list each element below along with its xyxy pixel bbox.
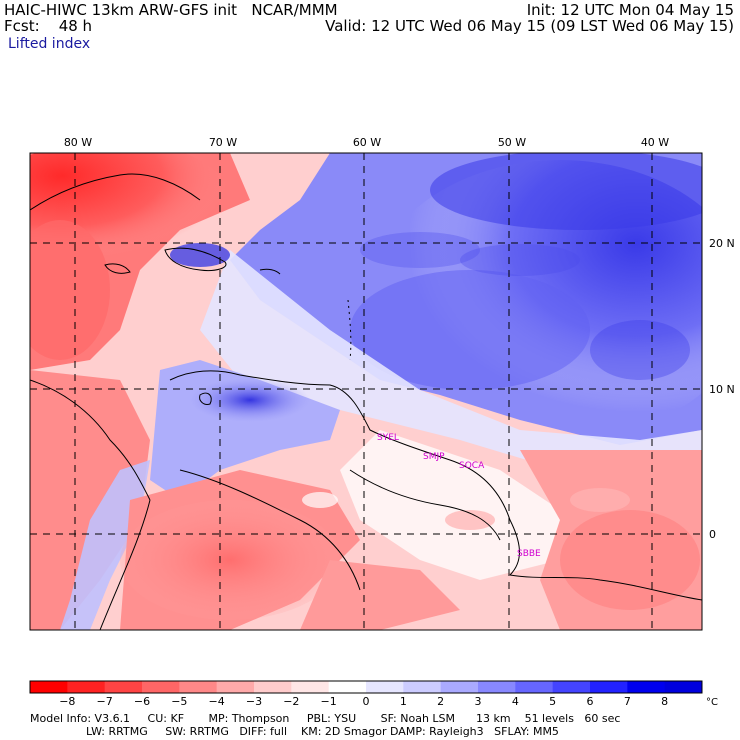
interior-border [179,469,361,591]
colorbar-label: 2 [437,695,444,708]
colorbar-swatch [328,681,367,693]
lon-label: 50 W [498,136,526,149]
colorbar-swatch [478,681,516,693]
cuba-coast [30,173,201,211]
colorbar-swatch [216,681,255,693]
plot-frame [29,152,703,631]
station-label: SOCA [459,461,485,471]
station-label: SBBE [517,549,541,559]
colorbar-label: 8 [661,695,668,708]
colorbar-swatch [552,681,591,693]
colorbar-swatch [590,681,628,693]
colorbar-swatch [30,681,68,693]
puerto-rico-coast [259,268,281,275]
central-america-coast [30,379,151,501]
lesser-antilles [347,299,352,361]
colorbar-label: −3 [246,695,262,708]
colorbar-swatch [104,681,143,693]
lon-label: 70 W [209,136,237,149]
forecast-hour: Fcst: 48 h [4,17,93,35]
model-info-line2: LW: RRTMG SW: RRTMG DIFF: full KM: 2D Sm… [30,725,559,738]
model-title: HAIC-HIWC 13km ARW-GFS init NCAR/MMM [4,1,338,19]
station-label: SMJP [423,452,445,462]
coastlines [30,173,702,630]
init-time: Init: 12 UTC Mon 04 May 15 [526,1,734,19]
colorbar-swatch [627,681,666,693]
colorbar-swatch [67,681,106,693]
brazil-coast [509,574,702,601]
colorbar-label: 1 [400,695,407,708]
colorbar-swatch [291,681,330,693]
colorbar-label: −7 [97,695,113,708]
colorbar-label: 6 [587,695,594,708]
colorbar-label: 0 [363,695,370,708]
lon-label: 80 W [64,136,92,149]
colorbar-swatch [366,681,404,693]
colorbar-swatch [179,681,218,693]
pacific-coast [99,499,151,630]
colorbar-label: 4 [512,695,519,708]
model-info-line1: Model Info: V3.6.1 CU: KF MP: Thompson P… [30,712,621,725]
colorbar-label: −2 [283,695,299,708]
colorbar-label: 5 [549,695,556,708]
colorbar-label: 7 [624,695,631,708]
colorbar-label: −8 [59,695,75,708]
colorbar-frame [29,680,703,694]
lat-label: 10 N [709,383,735,396]
colorbar-unit: °C [706,697,718,708]
lon-label: 60 W [353,136,381,149]
colorbar-swatch [403,681,442,693]
colorbar-swatch [440,681,479,693]
colorbar-label: −6 [134,695,150,708]
colorbar-label: 3 [475,695,482,708]
lon-label: 40 W [641,136,669,149]
guyana-border [349,469,501,541]
colorbar-label: −1 [321,695,337,708]
station-label: SYEL [377,433,399,443]
valid-time: Valid: 12 UTC Wed 06 May 15 (09 LST Wed … [325,17,734,35]
lat-label: 0 [709,528,716,541]
lat-label: 20 N [709,237,735,250]
colorbar-swatch [664,681,703,693]
variable-name: Lifted index [8,36,91,52]
colorbar-swatch [515,681,554,693]
latlon-grid [30,153,702,630]
hispaniola-coast [164,247,227,271]
colorbar-swatch [142,681,180,693]
stations: SYEL SMJP SOCA SBBE [377,433,541,559]
shaded-field [30,153,702,630]
lake-maracaibo [199,392,212,405]
jamaica-coast [104,263,131,274]
colorbar-swatch [254,681,292,693]
colorbar-label: −4 [209,695,225,708]
south-america-north-coast [169,370,520,576]
colorbar: −8 −7 −6 −5 −4 −3 −2 −1 0 1 2 3 4 5 6 7 8 °C [29,680,718,708]
colorbar-label: −5 [171,695,187,708]
